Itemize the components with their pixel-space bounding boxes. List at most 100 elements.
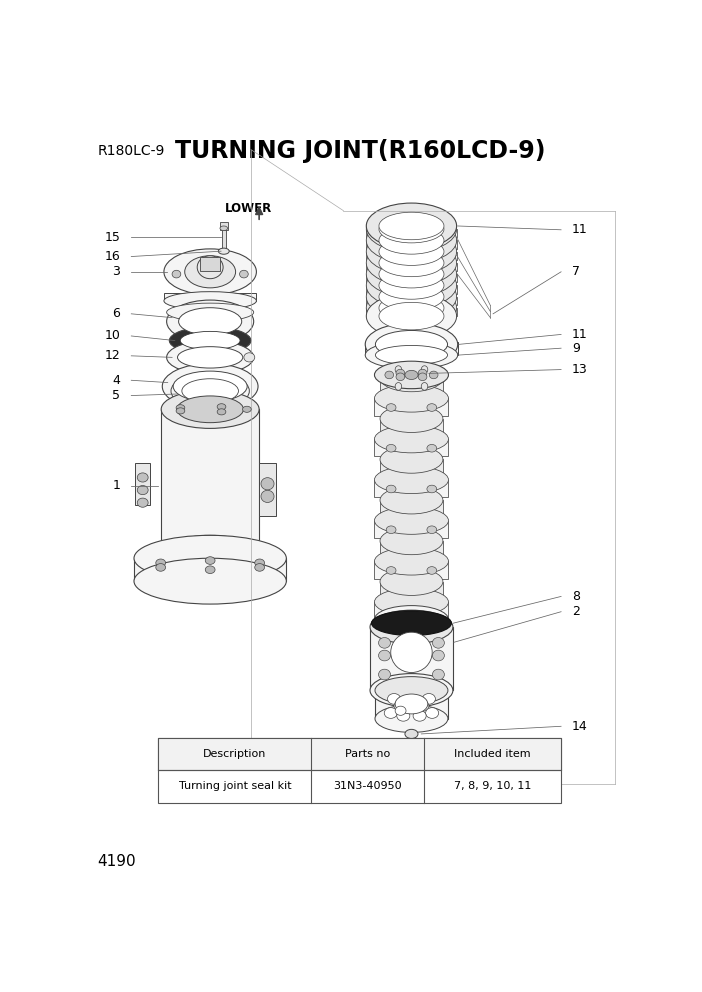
- Bar: [259, 462, 276, 516]
- Ellipse shape: [386, 444, 396, 452]
- Ellipse shape: [375, 705, 448, 732]
- Ellipse shape: [138, 473, 148, 482]
- Ellipse shape: [395, 694, 428, 714]
- Text: 11: 11: [572, 223, 588, 236]
- Ellipse shape: [432, 638, 444, 648]
- Ellipse shape: [173, 371, 247, 402]
- Text: Description: Description: [204, 749, 267, 759]
- Ellipse shape: [261, 490, 274, 503]
- Bar: [159, 738, 561, 803]
- Text: 3: 3: [112, 265, 121, 279]
- Ellipse shape: [374, 361, 449, 389]
- Ellipse shape: [176, 405, 185, 411]
- Text: 13: 13: [572, 363, 588, 376]
- Ellipse shape: [386, 566, 396, 574]
- Bar: [366, 229, 456, 237]
- Ellipse shape: [397, 710, 410, 721]
- Ellipse shape: [218, 248, 230, 254]
- Text: 7: 7: [572, 265, 580, 279]
- Ellipse shape: [370, 674, 453, 707]
- Ellipse shape: [365, 323, 458, 366]
- Ellipse shape: [205, 565, 215, 573]
- Ellipse shape: [197, 256, 223, 279]
- Text: 4: 4: [112, 374, 121, 387]
- Ellipse shape: [385, 371, 394, 379]
- Text: 5: 5: [112, 389, 121, 402]
- Bar: [135, 462, 150, 505]
- Ellipse shape: [395, 383, 402, 390]
- Ellipse shape: [379, 261, 444, 288]
- Ellipse shape: [379, 303, 444, 330]
- Ellipse shape: [178, 308, 241, 335]
- Ellipse shape: [380, 568, 443, 595]
- Ellipse shape: [261, 478, 274, 490]
- Ellipse shape: [405, 370, 418, 380]
- Ellipse shape: [378, 650, 390, 661]
- Ellipse shape: [217, 404, 226, 410]
- Ellipse shape: [374, 385, 449, 412]
- Ellipse shape: [384, 707, 397, 718]
- Ellipse shape: [379, 215, 444, 243]
- Text: TURNING JOINT(R160LCD-9): TURNING JOINT(R160LCD-9): [175, 139, 545, 163]
- Text: 31N3-40950: 31N3-40950: [333, 782, 402, 792]
- Bar: [380, 541, 443, 558]
- Text: Included item: Included item: [454, 749, 531, 759]
- Ellipse shape: [386, 485, 396, 493]
- Bar: [164, 294, 256, 301]
- Ellipse shape: [366, 203, 456, 249]
- Bar: [374, 602, 449, 619]
- Ellipse shape: [164, 249, 256, 295]
- Bar: [220, 222, 227, 230]
- Ellipse shape: [366, 217, 456, 263]
- Ellipse shape: [366, 274, 456, 319]
- Ellipse shape: [166, 304, 253, 321]
- Bar: [366, 297, 456, 305]
- Ellipse shape: [423, 693, 435, 704]
- Ellipse shape: [255, 559, 265, 566]
- Ellipse shape: [161, 536, 259, 573]
- Text: R180LC-9: R180LC-9: [98, 144, 165, 158]
- Ellipse shape: [156, 563, 166, 571]
- Ellipse shape: [161, 390, 259, 429]
- Ellipse shape: [366, 263, 456, 309]
- Bar: [366, 308, 456, 316]
- Ellipse shape: [380, 405, 443, 433]
- Ellipse shape: [138, 498, 148, 507]
- Ellipse shape: [396, 373, 405, 381]
- Ellipse shape: [380, 486, 443, 514]
- Ellipse shape: [380, 527, 443, 555]
- Ellipse shape: [418, 373, 427, 381]
- Ellipse shape: [220, 226, 227, 230]
- Ellipse shape: [169, 326, 251, 354]
- Text: 2: 2: [572, 605, 580, 618]
- Text: UPPER: UPPER: [390, 763, 433, 776]
- Ellipse shape: [378, 638, 390, 648]
- Ellipse shape: [379, 295, 444, 321]
- Ellipse shape: [172, 270, 181, 278]
- Text: 15: 15: [105, 231, 121, 244]
- Ellipse shape: [177, 396, 244, 423]
- Bar: [366, 286, 456, 294]
- Ellipse shape: [379, 272, 444, 300]
- Ellipse shape: [374, 548, 449, 575]
- Ellipse shape: [171, 373, 249, 410]
- Ellipse shape: [242, 407, 251, 413]
- Text: LOWER: LOWER: [225, 201, 272, 214]
- Ellipse shape: [205, 557, 215, 564]
- Ellipse shape: [379, 283, 444, 310]
- Ellipse shape: [394, 700, 407, 711]
- Bar: [380, 419, 443, 436]
- Ellipse shape: [374, 466, 449, 494]
- Ellipse shape: [185, 256, 236, 288]
- Bar: [200, 257, 220, 271]
- Ellipse shape: [379, 226, 444, 254]
- Ellipse shape: [376, 345, 448, 365]
- Ellipse shape: [255, 563, 265, 571]
- Ellipse shape: [421, 383, 428, 390]
- Bar: [366, 240, 456, 249]
- Ellipse shape: [378, 670, 390, 680]
- Ellipse shape: [134, 558, 286, 604]
- Ellipse shape: [418, 369, 427, 377]
- Bar: [380, 581, 443, 599]
- Text: 8: 8: [572, 590, 580, 603]
